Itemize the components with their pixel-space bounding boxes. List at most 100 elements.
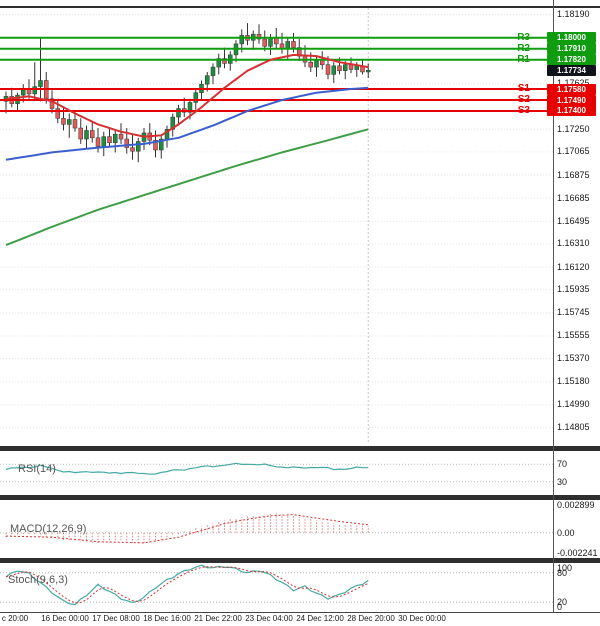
rsi-axis-label: 70 [557,459,568,470]
candle-down [325,64,331,75]
candle-down [95,137,101,147]
candle-down [308,61,313,68]
stoch-axis-label: 0 [557,602,563,612]
time-axis-label: 16 Dec 00:00 [41,614,89,623]
resistance-price-tag: 1.17820 [547,54,596,66]
candle-up [38,80,43,87]
price-chart-canvas[interactable] [0,0,553,446]
support-price-tag: 1.17400 [547,105,596,117]
candle-up [187,102,193,113]
stoch-main-line [5,564,369,606]
price-axis-label: 1.16875 [557,169,590,180]
price-axis-label: 1.16495 [557,215,590,226]
macd-label: MACD(12,26,9) [10,523,87,535]
price-axis-label: 1.17065 [557,146,590,157]
candle-down [55,108,60,119]
candle-up [216,58,221,68]
resistance-price-tag: 1.17910 [547,43,596,55]
price-axis-label: 1.16685 [557,192,590,203]
time-axis-label: 21 Dec 22:00 [194,614,242,623]
candle-up [366,69,371,73]
rsi-axis-label: 30 [557,476,568,487]
candle-down [222,58,227,64]
price-axis-label: 1.16310 [557,238,590,249]
candle-down [72,119,78,129]
candle-down [107,136,112,143]
candle-up [239,35,244,45]
candle-up [343,64,348,71]
candle-up [331,65,336,75]
stoch-axis-label: 80 [557,567,568,578]
macd-axis-label: 0.002899 [557,499,595,510]
time-axis-label: 30 Dec 00:00 [398,614,446,623]
stoch-signal-line [5,566,369,604]
candle-up [159,138,164,151]
candle-down [90,130,95,139]
candle-up [205,75,210,85]
candle-up [354,65,359,70]
stoch-panel-canvas[interactable] [0,563,553,612]
support-price-tag: 1.17580 [547,83,596,95]
macd-panel-canvas[interactable] [0,500,553,558]
ma-red-line [5,53,369,138]
candle-up [285,41,290,50]
candle-up [210,66,216,76]
time-axis-label: 23 Dec 04:00 [245,614,293,623]
candle-down [124,138,129,148]
price-axis-label: 1.18190 [557,9,590,20]
candle-up [32,86,37,95]
stoch-axis-label: 20 [557,597,568,608]
candle-down [130,147,135,152]
candle-down [337,65,342,71]
price-axis-label: 1.15370 [557,353,590,364]
candle-down [78,127,83,140]
candle-down [262,38,267,47]
macd-axis-label: -0.002241 [557,548,598,558]
current-price-tag: 1.17734 [547,64,596,76]
candle-down [348,64,354,70]
support-label: S1 [517,83,530,95]
stoch-axis-label: 100 [557,562,573,573]
candle-up [268,37,273,47]
candle-up [84,130,89,140]
candle-up [67,119,72,125]
macd-axis-label: 0.00 [557,527,575,538]
price-axis-label: 1.17625 [557,79,590,88]
time-axis-label: 28 Dec 20:00 [347,614,395,623]
resistance-label: R1 [517,53,530,65]
time-axis-label: c 20:00 [1,614,29,623]
rsi-label: RSI(14) [18,463,56,475]
candle-up [176,108,181,118]
rsi-line [5,462,369,475]
chart-top-border [0,6,600,8]
candle-down [153,140,158,151]
candle-down [61,118,66,125]
candle-up [101,136,106,147]
candle-down [291,41,296,48]
time-axis-label: 18 Dec 16:00 [143,614,191,623]
price-axis-label: 1.14990 [557,399,590,410]
price-axis-label: 1.16120 [557,261,590,272]
time-axis-label: 17 Dec 08:00 [92,614,140,623]
price-axis-label: 1.14805 [557,421,590,432]
panel-divider-rsi[interactable] [0,446,600,451]
support-price-tag: 1.17490 [547,94,596,106]
time-axis-line [0,612,600,613]
candle-down [118,133,124,140]
candle-up [136,141,141,152]
panel-divider-stoch[interactable] [0,558,600,563]
ma-green-line [5,128,369,247]
support-label: S3 [517,104,530,116]
price-axis-label: 1.15180 [557,376,590,387]
candle-up [193,92,198,103]
candle-up [113,133,118,143]
resistance-label: R2 [517,42,530,54]
rsi-panel-canvas[interactable] [0,451,553,495]
candle-down [49,98,55,109]
price-axis-label: 1.15745 [557,307,590,318]
panel-divider-macd[interactable] [0,495,600,500]
ma-blue-line [5,86,369,161]
stoch-label: Stoch(9,6,3) [8,574,68,586]
resistance-price-tag: 1.18000 [547,32,596,44]
